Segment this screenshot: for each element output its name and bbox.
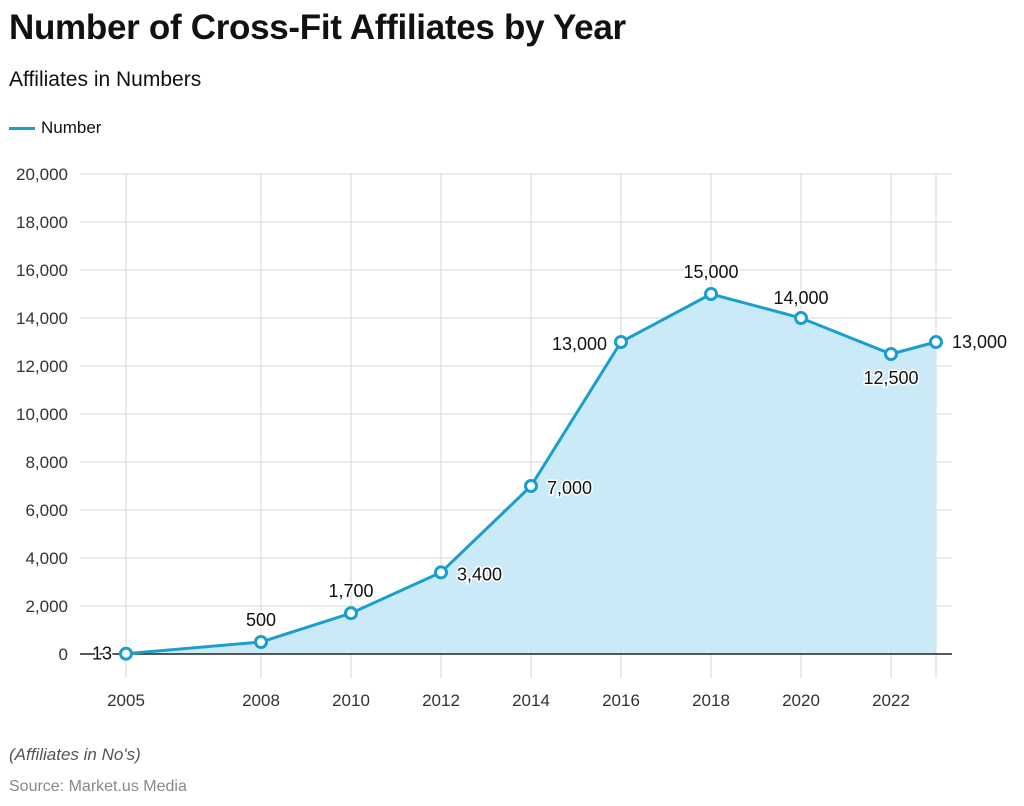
y-tick-label: 18,000: [16, 213, 68, 232]
x-tick-label: 2012: [422, 691, 460, 710]
series-line: [125, 292, 937, 656]
y-tick-label: 0: [59, 645, 68, 664]
y-tick-label: 8,000: [25, 453, 68, 472]
data-point: [524, 479, 538, 493]
data-label: 13: [92, 644, 112, 664]
x-tick-label: 2020: [782, 691, 820, 710]
y-tick-label: 4,000: [25, 549, 68, 568]
y-tick-label: 16,000: [16, 261, 68, 280]
y-tick-label: 12,000: [16, 357, 68, 376]
chart-title: Number of Cross-Fit Affiliates by Year: [9, 8, 626, 47]
y-tick-label: 14,000: [16, 309, 68, 328]
source: Source: Market.us Media: [9, 778, 187, 795]
data-point: [704, 287, 718, 301]
data-label: 12,500: [863, 368, 918, 388]
x-tick-label: 2008: [242, 691, 280, 710]
y-tick-label: 20,000: [16, 165, 68, 184]
data-label: 1,700: [328, 581, 373, 601]
y-tick-label: 6,000: [25, 501, 68, 520]
y-tick-label: 2,000: [25, 597, 68, 616]
legend-label: Number: [41, 118, 102, 137]
data-point: [614, 335, 628, 349]
data-label: 13,000: [952, 332, 1007, 352]
x-tick-label: 2005: [107, 691, 145, 710]
legend-swatch: [9, 126, 35, 130]
data-point: [119, 646, 133, 661]
x-tick-label: 2022: [872, 691, 910, 710]
chart-subtitle: Affiliates in Numbers: [9, 68, 202, 91]
data-point: [794, 311, 808, 325]
y-tick-label: 10,000: [16, 405, 68, 424]
data-point: [434, 565, 448, 580]
x-tick-label: 2014: [512, 691, 550, 710]
data-label: 14,000: [773, 288, 828, 308]
data-label: 13,000: [552, 334, 607, 354]
data-point: [884, 347, 898, 361]
data-point: [929, 335, 943, 349]
x-tick-label: 2010: [332, 691, 370, 710]
legend: Number: [9, 118, 101, 138]
x-tick-label: 2018: [692, 691, 730, 710]
data-point: [254, 635, 268, 649]
data-point: [344, 606, 358, 621]
data-label: 500: [246, 610, 276, 630]
x-tick-label: 2016: [602, 691, 640, 710]
data-label: 15,000: [683, 262, 738, 282]
data-label: 3,400: [457, 564, 502, 584]
footnote: (Affiliates in No's): [9, 745, 141, 764]
data-label: 7,000: [547, 478, 592, 498]
area-fill: [126, 294, 936, 654]
